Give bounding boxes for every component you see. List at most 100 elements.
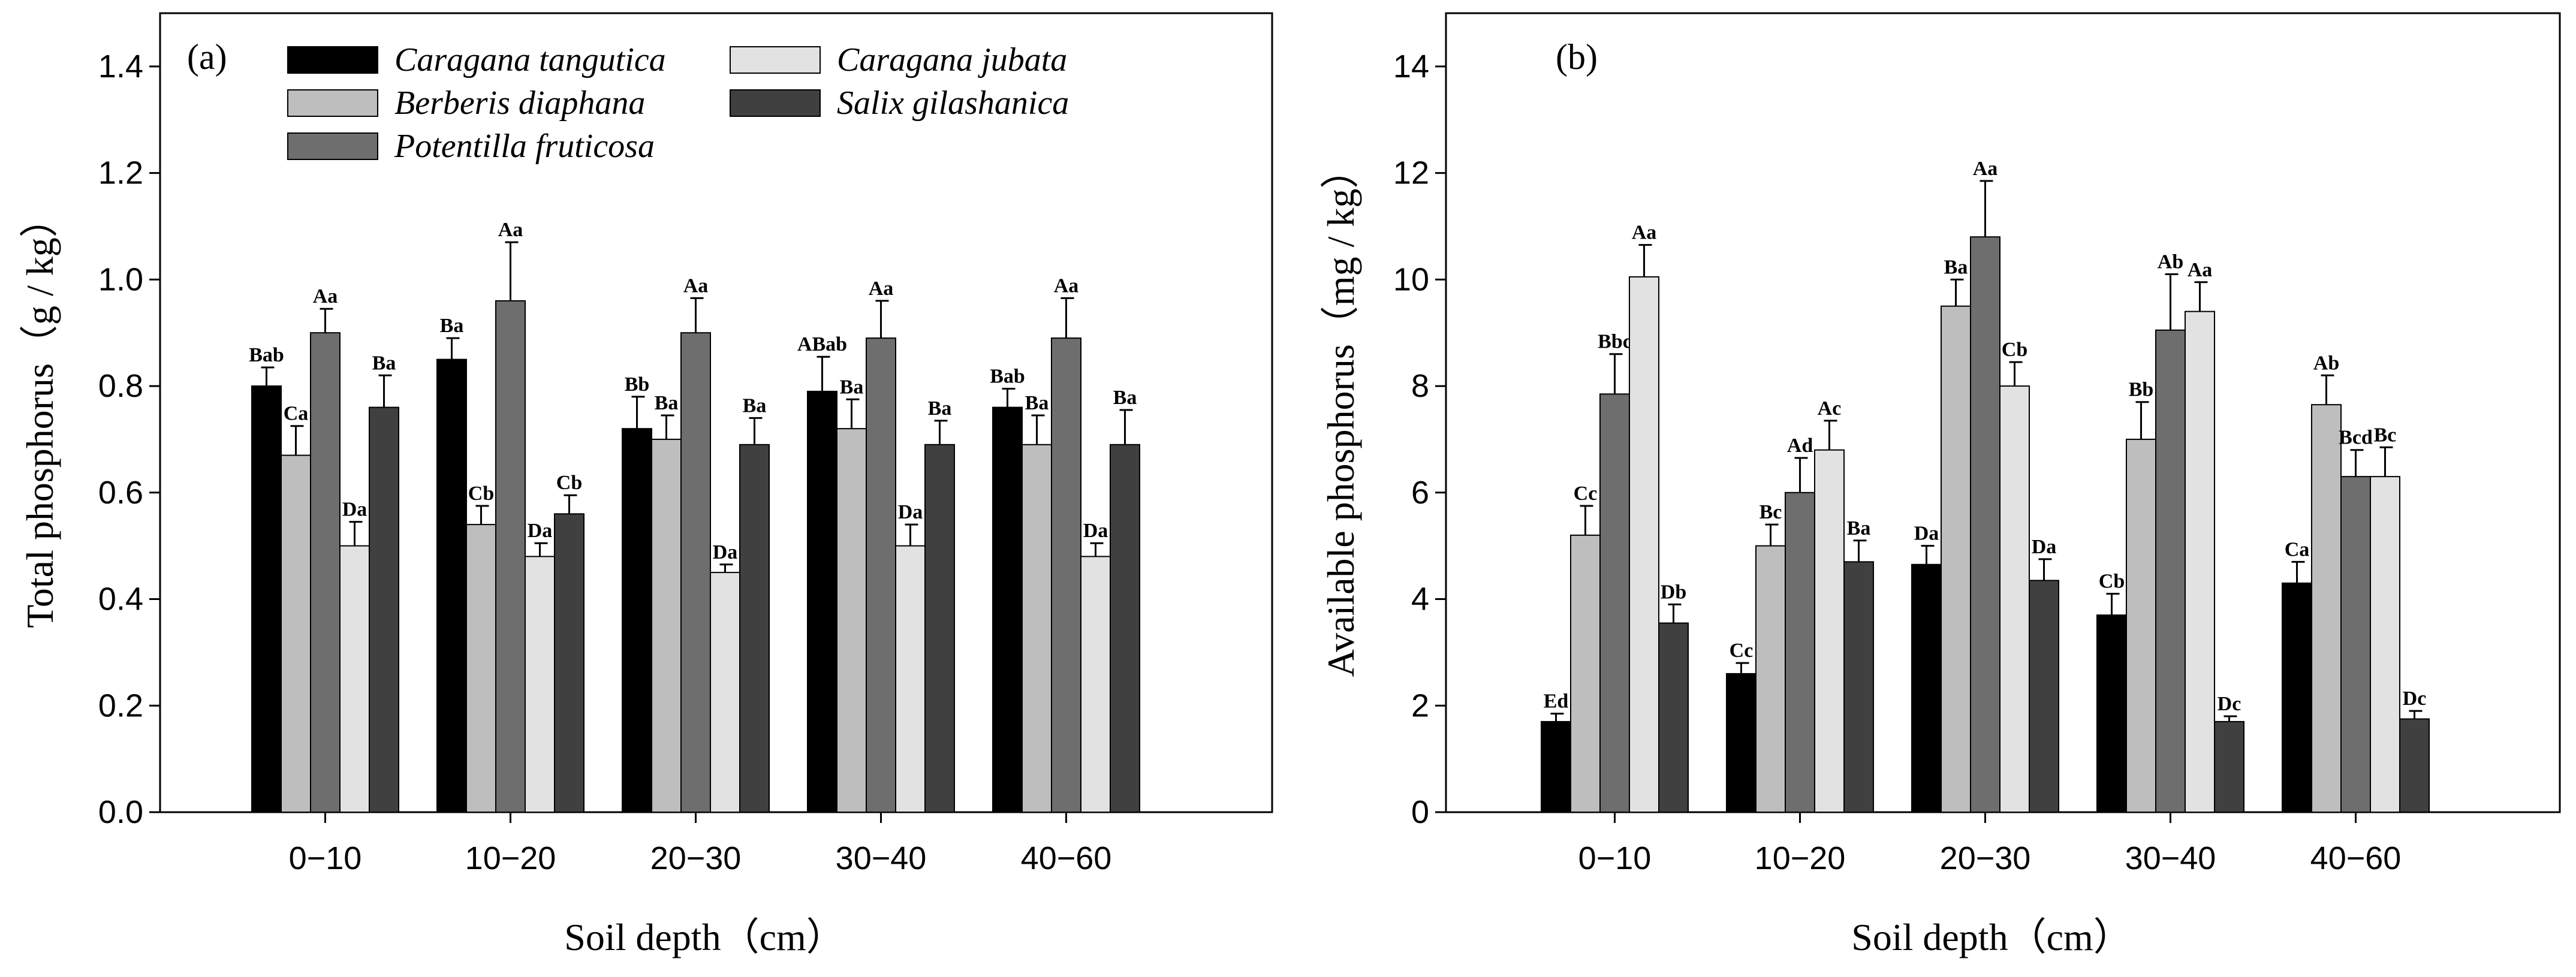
bar: [251, 385, 282, 813]
bar: [866, 337, 896, 813]
bar: [1941, 305, 1971, 813]
bar: [2340, 476, 2371, 813]
bar: [1785, 491, 1815, 813]
bar: [2126, 438, 2156, 813]
x-tick-label: 10−20: [465, 840, 556, 876]
significance-label: Aa: [1054, 275, 1079, 297]
y-tick-label: 0.6: [98, 475, 143, 511]
significance-label: Db: [1661, 581, 1686, 603]
bar: [1051, 337, 1081, 813]
significance-label: Ba: [840, 376, 864, 398]
bar: [1999, 385, 2030, 813]
significance-label: Aa: [2188, 259, 2213, 281]
significance-label: Bb: [625, 373, 650, 396]
panel-b-label: (b): [1556, 37, 1598, 77]
significance-label: Dc: [2218, 693, 2241, 715]
significance-label: Da: [1083, 520, 1108, 542]
significance-label: Ba: [1944, 256, 1968, 278]
y-tick-label: 0.4: [98, 581, 143, 617]
significance-label: Bcd: [2339, 427, 2373, 449]
legend-swatch: [730, 89, 821, 117]
bar: [1814, 449, 1845, 813]
bar: [466, 524, 496, 813]
y-tick-label: 2: [1411, 687, 1429, 723]
x-tick-label: 40−60: [2310, 840, 2402, 876]
bar: [1658, 622, 1689, 813]
bar: [2096, 614, 2127, 813]
panel-a-y-axis: 0.0 0.2 0.4 0.6 0.8 1.0 1.2 1.4: [98, 49, 160, 830]
bar: [2399, 718, 2430, 813]
bar: [436, 358, 467, 813]
x-tick-label: 0−10: [289, 840, 362, 876]
legend-swatch: [287, 132, 378, 160]
significance-label: Aa: [683, 275, 709, 297]
bar: [836, 428, 867, 813]
significance-label: Cb: [2002, 339, 2027, 361]
significance-label: Bab: [249, 344, 284, 366]
bar: [2370, 476, 2400, 813]
significance-label: Ed: [1544, 690, 1569, 713]
significance-label: Ba: [928, 397, 952, 420]
panel-a-x-title: Soil depth（cm）: [564, 916, 845, 958]
panel-a-label: (a): [187, 37, 227, 77]
significance-label: Ac: [1818, 397, 1842, 420]
legend-label: Caragana tangutica: [394, 41, 666, 79]
significance-label: Dc: [2403, 687, 2427, 710]
bar: [1022, 444, 1052, 813]
x-tick-label: 30−40: [2125, 840, 2216, 876]
x-tick-label: 0−10: [1578, 840, 1652, 876]
bar: [651, 438, 682, 813]
x-tick-label: 20−30: [650, 840, 742, 876]
panel-a-chart: 0.0 0.2 0.4 0.6 0.8 1.0 1.2 1.4 0−10 10−20 20−30 3…: [19, 12, 1273, 958]
bar: [1541, 720, 1571, 813]
significance-label: Aa: [1632, 222, 1657, 244]
significance-label: Aa: [313, 285, 338, 307]
significance-label: Bab: [990, 366, 1025, 388]
significance-label: Ca: [284, 403, 309, 425]
bar: [1599, 393, 1630, 813]
bar: [2155, 329, 2186, 813]
y-tick-label: 0: [1411, 794, 1429, 830]
bar: [2282, 582, 2312, 813]
bar: [1755, 545, 1786, 813]
bar: [525, 556, 555, 813]
bar: [1570, 534, 1601, 813]
bar: [2214, 720, 2244, 813]
legend-swatch: [287, 46, 378, 74]
x-tick-label: 40−60: [1021, 840, 1112, 876]
significance-label: Ba: [1025, 392, 1049, 414]
x-tick-label: 30−40: [836, 840, 927, 876]
significance-label: Da: [898, 501, 923, 523]
bar: [739, 444, 770, 813]
significance-label: Ab: [2158, 251, 2183, 273]
x-tick-label: 10−20: [1755, 840, 1846, 876]
legend-label: Berberis diaphana: [394, 85, 645, 122]
bar: [1110, 444, 1140, 813]
significance-label: Ba: [1847, 517, 1871, 539]
panel-b-chart: 0 2 4 6 8 10 12 14 0−10 10−20 20−30 30−40 40−60 Ed C…: [1319, 12, 2561, 958]
significance-label: Da: [528, 520, 553, 542]
y-tick-label: 6: [1411, 475, 1429, 511]
significance-label: Ba: [743, 394, 767, 417]
significance-label: Cb: [556, 472, 582, 494]
bar: [1629, 276, 1659, 813]
bar: [2185, 310, 2215, 813]
bar: [2029, 580, 2059, 813]
bar: [895, 545, 926, 813]
x-tick-label: 20−30: [1940, 840, 2031, 876]
significance-label: Da: [713, 541, 738, 563]
significance-label: Ab: [2313, 352, 2339, 374]
significance-label: Cc: [1574, 483, 1598, 505]
significance-label: ABab: [797, 333, 847, 355]
bar: [1843, 561, 1874, 813]
bar: [339, 545, 370, 813]
significance-label: Da: [342, 499, 367, 521]
y-tick-label: 10: [1393, 261, 1429, 297]
significance-label: Aa: [1973, 158, 1998, 180]
bar: [807, 390, 837, 813]
y-tick-label: 12: [1393, 155, 1429, 191]
significance-label: Da: [2032, 536, 2057, 558]
legend-label: Salix gilashanica: [837, 85, 1069, 122]
panel-a-y-title: Total phosphorus（g / kg）: [19, 199, 61, 628]
y-tick-label: 8: [1411, 368, 1429, 404]
